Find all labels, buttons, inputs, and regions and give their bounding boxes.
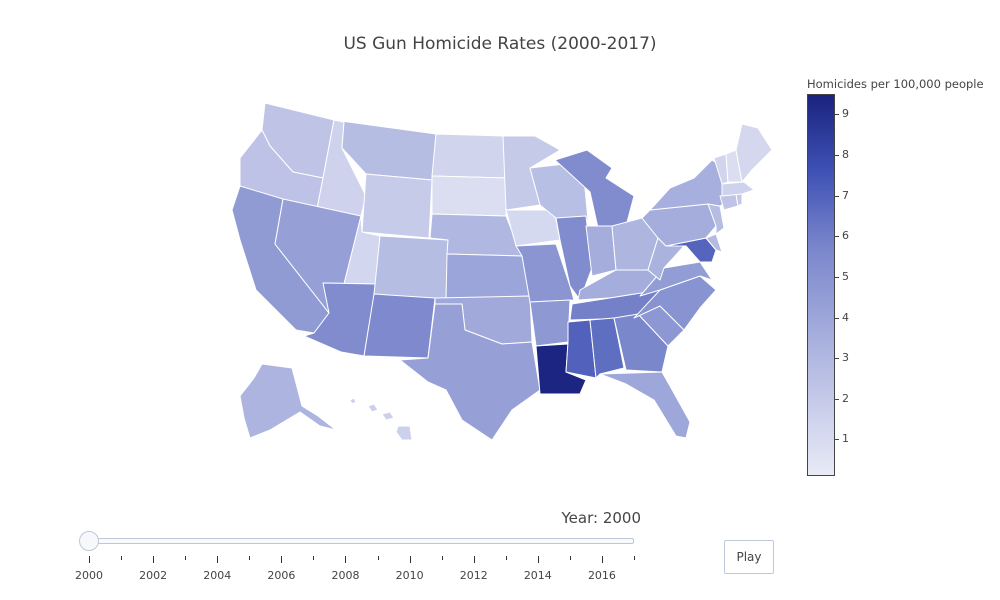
slider-year-label[interactable]: 2012: [459, 569, 488, 582]
slider-tick: [634, 556, 635, 560]
state-WY[interactable]: [361, 173, 433, 239]
slider-tick: [537, 556, 539, 563]
state-IA[interactable]: [505, 209, 561, 247]
slider-year-label[interactable]: 2014: [523, 569, 552, 582]
slider-tick: [601, 556, 603, 563]
slider-tick: [153, 556, 155, 563]
colorbar-title: Homicides per 100,000 people: [807, 77, 984, 91]
map-title: US Gun Homicide Rates (2000-2017): [343, 34, 657, 54]
state-KS[interactable]: [445, 253, 531, 301]
state-ME[interactable]: [735, 123, 773, 183]
state-ND[interactable]: [431, 133, 509, 179]
state-MS[interactable]: [565, 319, 597, 379]
colorbar-tick-label: 2: [842, 391, 849, 405]
state-TX[interactable]: [399, 303, 541, 441]
slider-tick: [313, 556, 315, 560]
state-NY[interactable]: [649, 159, 727, 211]
slider-tick: [569, 556, 571, 560]
slider-tick: [345, 556, 347, 563]
slider-tick: [473, 556, 475, 563]
colorbar-tick-label: 5: [842, 269, 849, 283]
colorbar-tick-label: 9: [842, 107, 849, 121]
colorbar-tick: [835, 317, 839, 319]
colorbar-tick-label: 3: [842, 351, 849, 365]
state-MI[interactable]: [554, 149, 635, 229]
colorbar-tick-label: 4: [842, 310, 849, 324]
state-AR[interactable]: [529, 299, 571, 347]
slider-tick: [185, 556, 187, 560]
state-MO[interactable]: [515, 243, 575, 303]
colorbar-tick-label: 8: [842, 147, 849, 161]
state-FL[interactable]: [599, 371, 691, 439]
slider-year-label[interactable]: 2000: [75, 569, 103, 582]
state-AK[interactable]: [239, 363, 337, 439]
slider-tick: [441, 556, 443, 560]
slider-current-value: Year: 2000: [561, 509, 642, 527]
slider-year-label[interactable]: 2006: [267, 569, 296, 582]
state-CO[interactable]: [373, 235, 449, 301]
colorbar-tick: [835, 439, 839, 441]
slider-tick: [409, 556, 411, 563]
slider-tick: [249, 556, 251, 560]
colorbar-tick-label: 6: [842, 229, 849, 243]
state-MA[interactable]: [721, 181, 755, 197]
state-SD[interactable]: [431, 175, 509, 217]
slider-tick: [505, 556, 507, 560]
colorbar-tick-label: 1: [842, 432, 849, 446]
year-slider-track[interactable]: [89, 538, 634, 544]
slider-tick: [89, 556, 90, 563]
slider-year-label[interactable]: 2010: [395, 569, 424, 582]
colorbar: [807, 94, 835, 476]
state-GA[interactable]: [613, 313, 669, 373]
state-DE[interactable]: [705, 233, 723, 253]
slider-year-label[interactable]: 2016: [587, 569, 616, 582]
state-HI[interactable]: [349, 397, 413, 441]
state-NM[interactable]: [363, 293, 436, 359]
slider-year-label[interactable]: 2002: [139, 569, 168, 582]
colorbar-tick: [835, 276, 839, 278]
slider-tick: [377, 556, 379, 560]
colorbar-tick: [835, 236, 839, 238]
state-AL[interactable]: [589, 317, 625, 379]
play-button[interactable]: Play: [724, 540, 774, 574]
slider-year-label[interactable]: 2008: [331, 569, 360, 582]
colorbar-tick: [835, 195, 839, 197]
slider-tick: [217, 556, 219, 563]
colorbar-tick: [835, 114, 839, 116]
slider-year-label[interactable]: 2004: [203, 569, 232, 582]
colorbar-tick: [835, 398, 839, 400]
colorbar-tick: [835, 154, 839, 156]
colorbar-tick: [835, 358, 839, 360]
slider-tick: [121, 556, 123, 560]
year-slider-handle[interactable]: [79, 531, 99, 551]
colorbar-tick-label: 7: [842, 188, 849, 202]
slider-tick: [281, 556, 283, 563]
